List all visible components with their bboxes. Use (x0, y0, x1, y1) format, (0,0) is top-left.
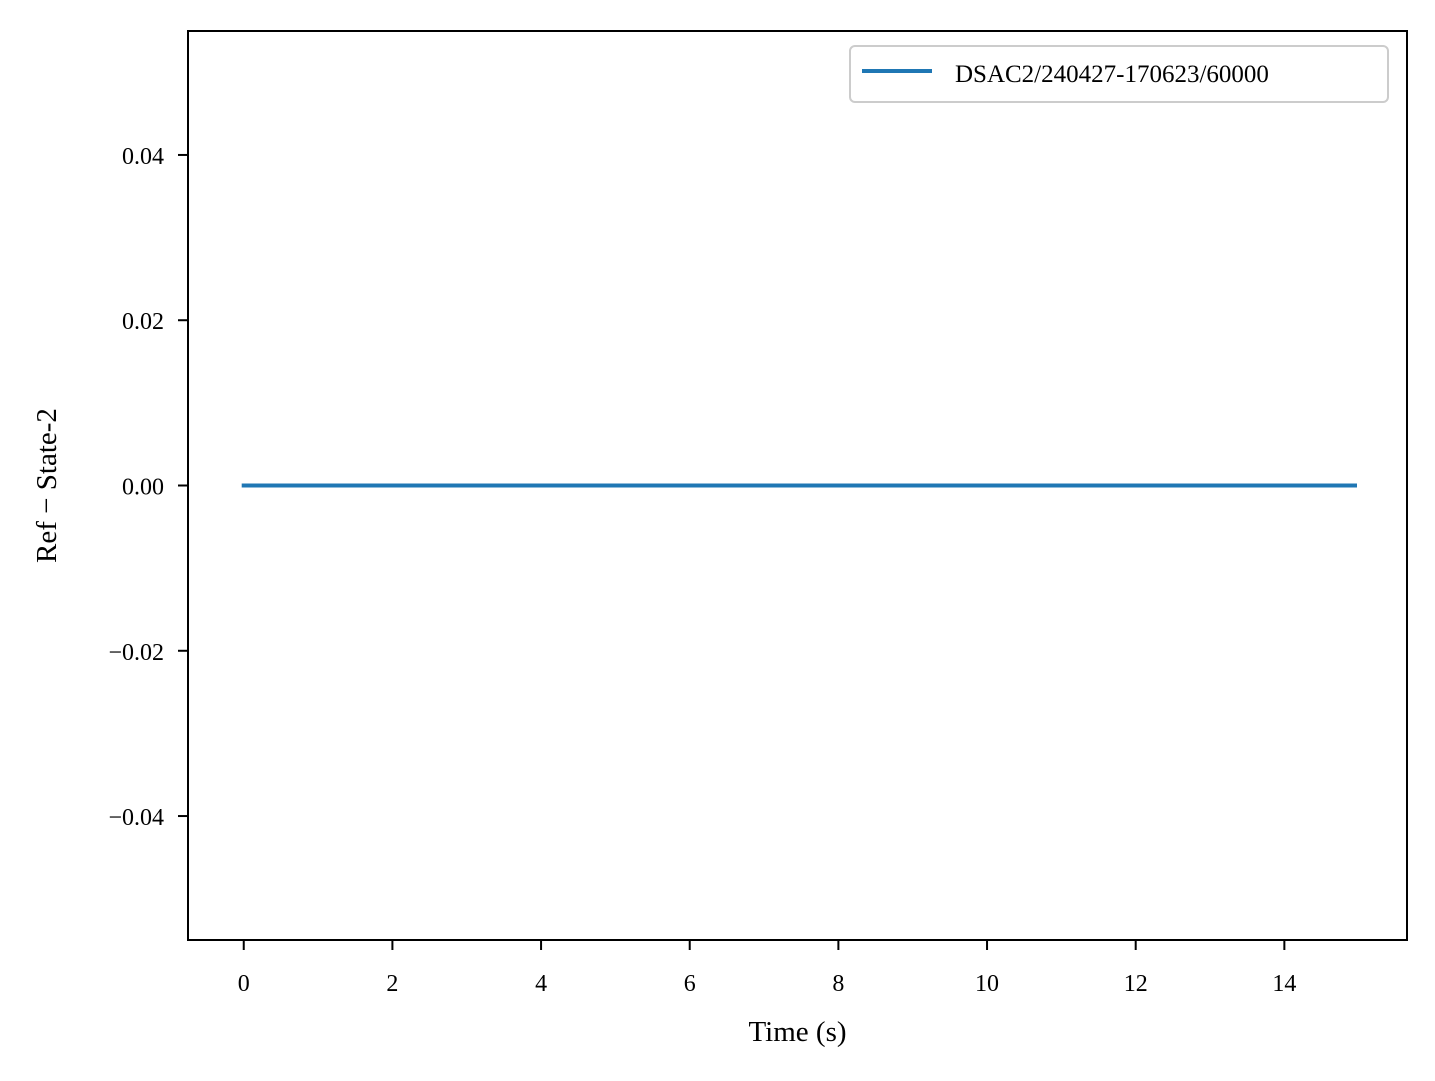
y-axis-label: Ref − State-2 (31, 408, 63, 563)
x-tick-label: 6 (684, 971, 696, 997)
y-tick-label: 0.04 (122, 144, 164, 170)
x-tick-label: 14 (1272, 971, 1296, 997)
x-tick-label: 0 (238, 971, 250, 997)
x-axis: 0 2 4 6 8 10 12 14 (238, 940, 1296, 997)
axes-frame (187, 30, 1408, 941)
y-tick-label: 0.00 (122, 475, 164, 501)
y-axis: 0.04 0.02 0.00 −0.02 −0.04 (108, 144, 188, 831)
y-tick-label: −0.04 (108, 805, 164, 831)
x-axis-label: Time (s) (748, 1016, 846, 1048)
x-tick-label: 12 (1124, 971, 1148, 997)
x-tick-label: 4 (535, 971, 547, 997)
legend-box (849, 45, 1389, 103)
x-tick-label: 8 (832, 971, 844, 997)
y-tick-label: −0.02 (108, 640, 164, 666)
x-tick-label: 10 (975, 971, 999, 997)
y-tick-label: 0.02 (122, 309, 164, 335)
legend-entry: DSAC2/240427-170623/60000 (955, 61, 1269, 88)
x-tick-label: 2 (386, 971, 398, 997)
legend: DSAC2/240427-170623/60000 (849, 45, 1389, 103)
